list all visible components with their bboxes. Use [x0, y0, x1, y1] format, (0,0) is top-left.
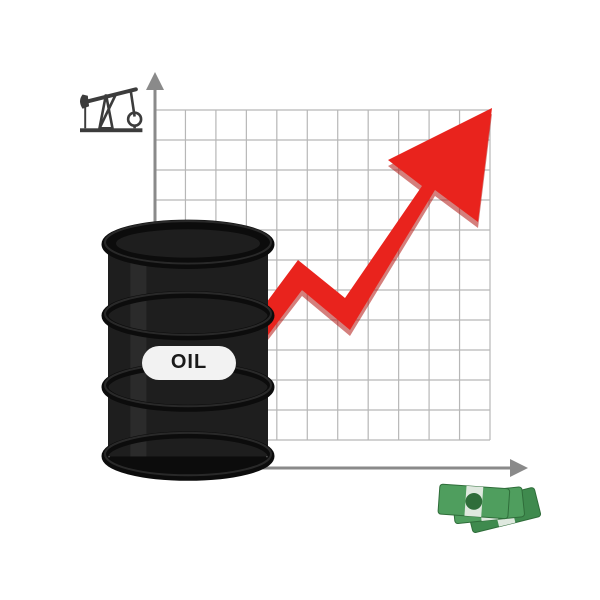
- oil-barrel-label: OIL: [142, 351, 236, 374]
- oil-price-infographic: OIL: [0, 0, 600, 600]
- money-stack-icon: [432, 480, 562, 560]
- oil-pumpjack-icon: [70, 78, 190, 168]
